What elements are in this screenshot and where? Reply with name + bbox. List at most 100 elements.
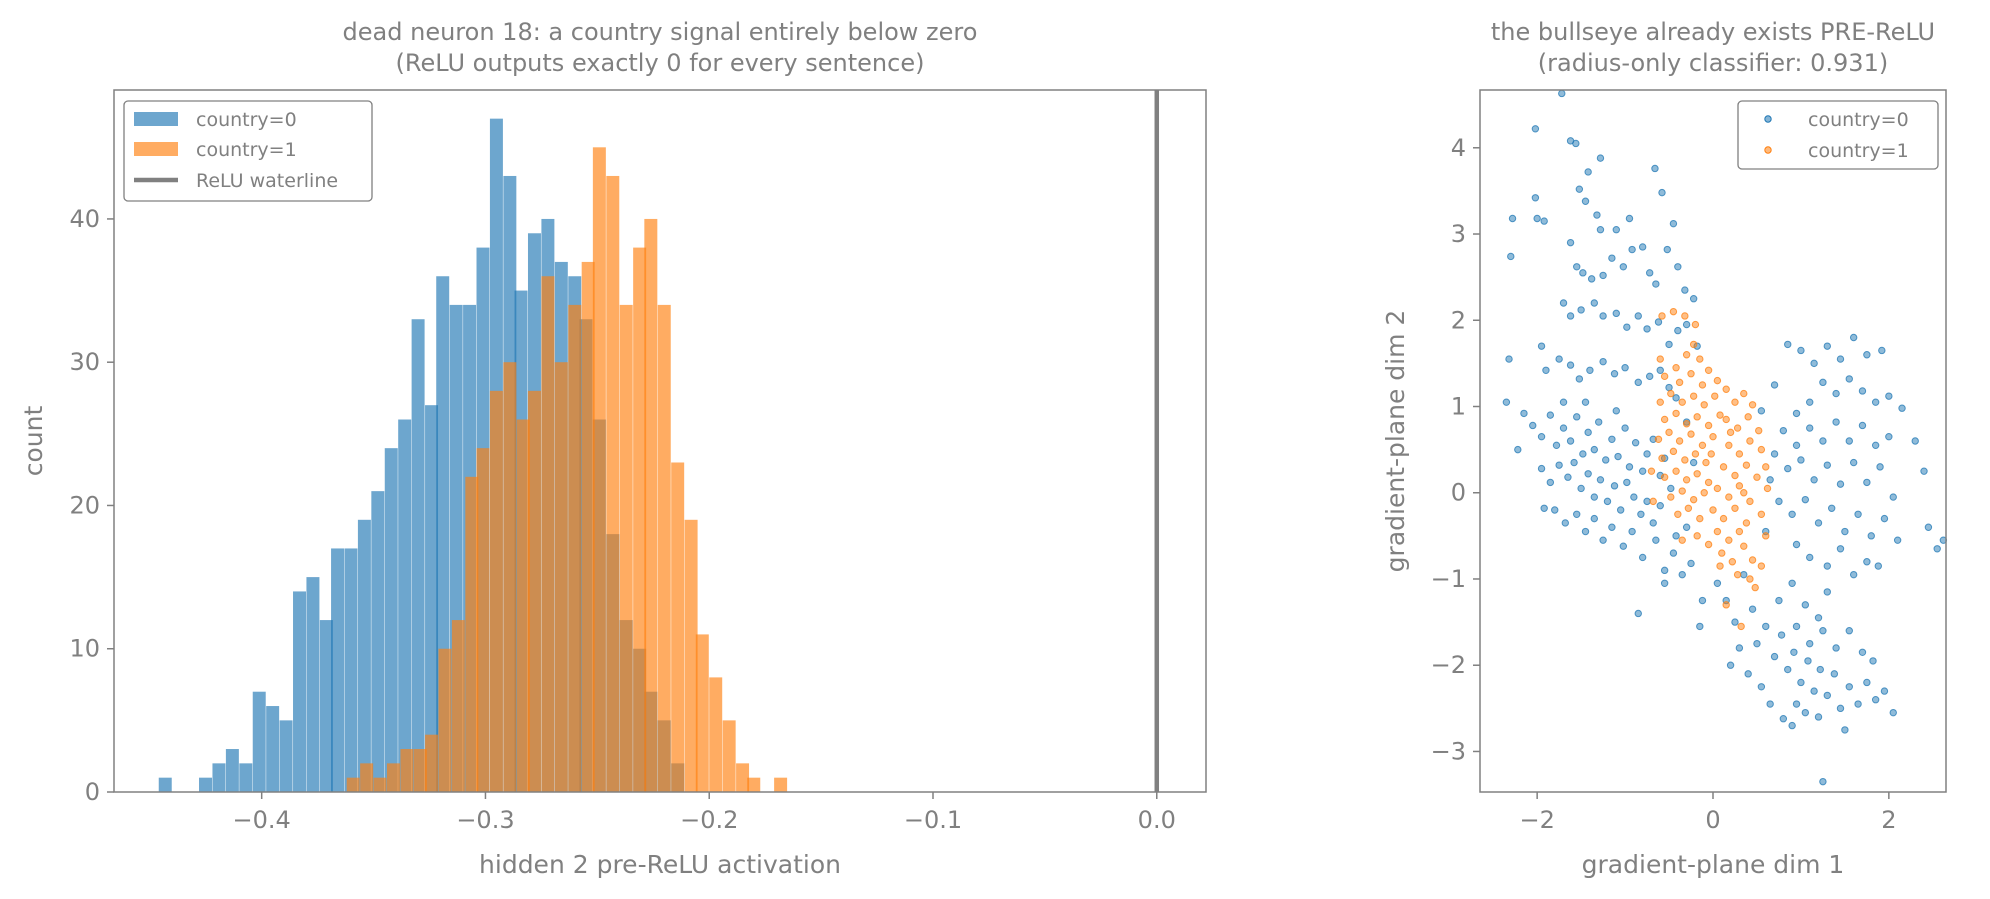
scatter-point-series0-83 [1631, 439, 1640, 447]
scatter-point-series0-199 [1858, 421, 1867, 430]
hist-bar-series1-15 [541, 276, 555, 792]
hist-bar-series1-5 [413, 749, 427, 792]
scatter-point-series0-30 [1652, 280, 1660, 288]
scatter-point-series1-36 [1660, 473, 1669, 481]
scatter-point-series0-89 [1667, 484, 1675, 493]
scatter-point-series0-234 [1766, 476, 1774, 484]
scatter-point-series0-101 [1616, 506, 1625, 514]
scatter-point-series0-122 [1634, 609, 1642, 618]
scatter-legend-label-country1: country=1 [1808, 140, 1909, 162]
scatter-point-series0-243 [1672, 532, 1680, 540]
scatter-point-series0-106 [1649, 519, 1657, 527]
scatter-point-series1-37 [1672, 467, 1680, 475]
scatter-point-series1-72 [1713, 527, 1722, 536]
scatter-point-series1-24 [1716, 411, 1724, 419]
scatter-point-series0-155 [1744, 670, 1752, 678]
scatter-point-series0-6 [1651, 164, 1659, 173]
scatter-point-series0-216 [1828, 504, 1836, 512]
scatter-ytick-label: 0 [1451, 479, 1466, 507]
scatter-y-ticks: −3 −2 −1 0 1 2 3 4 [1431, 134, 1480, 765]
scatter-point-series0-209 [1863, 478, 1871, 487]
hist-bar-series0-0 [158, 777, 172, 792]
scatter-point-series0-57 [1610, 370, 1619, 378]
scatter-point-series1-89 [1649, 497, 1657, 506]
scatter-ytick-label: −3 [1431, 737, 1466, 765]
scatter-point-series0-16 [1669, 219, 1678, 228]
scatter-legend-box [1737, 100, 1939, 170]
scatter-points [1502, 89, 1948, 786]
hist-bar-series1-9 [465, 476, 479, 792]
scatter-point-series0-241 [1689, 458, 1698, 467]
scatter-point-series0-239 [1559, 398, 1568, 406]
scatter-point-series1-2 [1681, 312, 1689, 320]
hist-bar-series1-12 [503, 362, 517, 792]
scatter-point-series0-125 [1698, 596, 1707, 605]
scatter-point-series0-21 [1573, 263, 1581, 271]
legend-marker-country0 [1764, 115, 1772, 123]
scatter-point-series1-77 [1740, 542, 1748, 550]
scatter-point-series0-119 [1660, 566, 1669, 575]
scatter-point-series0-32 [1674, 263, 1682, 271]
scatter-point-series0-12 [1596, 226, 1605, 234]
scatter-point-series0-148 [1871, 696, 1880, 704]
scatter-point-series1-17 [1700, 401, 1708, 409]
scatter-point-series1-11 [1704, 366, 1713, 374]
scatter-point-series0-143 [1830, 670, 1839, 678]
hist-bar-series0-20 [425, 405, 439, 792]
scatter-point-series1-47 [1696, 514, 1704, 523]
scatter-point-series0-137 [1790, 648, 1798, 656]
scatter-point-series0-35 [1559, 299, 1568, 307]
scatter-point-series0-150 [1766, 700, 1774, 708]
scatter-point-series1-46 [1684, 504, 1693, 512]
scatter-point-series1-86 [1763, 484, 1772, 493]
scatter-point-series0-25 [1608, 254, 1616, 262]
scatter-point-series1-94 [1722, 601, 1730, 609]
scatter-point-series0-70 [1552, 441, 1561, 450]
scatter-point-series0-226 [1849, 570, 1858, 579]
scatter-point-series0-105 [1643, 497, 1651, 506]
scatter-point-series0-45 [1665, 340, 1673, 349]
scatter-xtick-label: 2 [1881, 806, 1896, 834]
scatter-point-series0-17 [1507, 252, 1515, 261]
scatter-point-series1-29 [1698, 441, 1707, 450]
scatter-point-series1-45 [1674, 510, 1682, 518]
scatter-point-series1-34 [1691, 450, 1700, 458]
scatter-point-series1-98 [1726, 428, 1735, 437]
scatter-ytick-label: 3 [1451, 220, 1466, 248]
scatter-ytick-label: −1 [1431, 565, 1466, 593]
scatter-point-series0-116 [1628, 527, 1636, 536]
legend-label-country0: country=0 [196, 109, 297, 131]
scatter-point-series0-218 [1854, 510, 1862, 518]
scatter-point-series0-60 [1645, 372, 1654, 381]
scatter-point-series1-88 [1647, 467, 1656, 475]
hist-bar-series0-11 [306, 577, 320, 792]
histogram-frame [113, 89, 1207, 793]
scatter-point-series0-10 [1581, 197, 1590, 205]
scatter-point-series1-68 [1709, 506, 1717, 514]
scatter-point-series0-194 [1792, 441, 1801, 450]
scatter-ytick-label: 2 [1451, 306, 1466, 334]
scatter-point-series1-31 [1658, 454, 1666, 462]
scatter-point-series0-200 [1871, 441, 1880, 450]
scatter-point-series0-190 [1911, 437, 1919, 445]
scatter-point-series0-166 [1880, 687, 1889, 695]
scatter-point-series0-163 [1858, 648, 1867, 656]
scatter-point-series0-215 [1814, 519, 1823, 527]
scatter-point-series0-73 [1573, 413, 1581, 421]
scatter-point-series0-232 [1933, 545, 1941, 553]
scatter-ytick-label: 1 [1451, 393, 1466, 421]
scatter-point-series0-183 [1819, 378, 1827, 387]
scatter-point-series1-38 [1682, 476, 1691, 484]
hist-bar-series0-3 [199, 777, 213, 792]
scatter-point-series1-44 [1700, 489, 1708, 497]
histogram-x-label: hidden 2 pre-ReLU activation [479, 850, 841, 879]
scatter-point-series0-169 [1841, 726, 1849, 734]
histogram-title-line1: dead neuron 18: a country signal entirel… [343, 18, 978, 46]
scatter-point-series0-0 [1558, 89, 1566, 98]
scatter-point-series0-41 [1623, 323, 1631, 331]
hist-bar-series1-17 [568, 304, 582, 792]
histogram-x-ticks: −0.4 −0.3 −0.2 −0.1 0.0 [233, 792, 1176, 834]
histogram-y-label: count [19, 406, 48, 477]
scatter-point-series0-204 [1797, 456, 1805, 464]
hist-bar-series1-4 [400, 749, 414, 792]
